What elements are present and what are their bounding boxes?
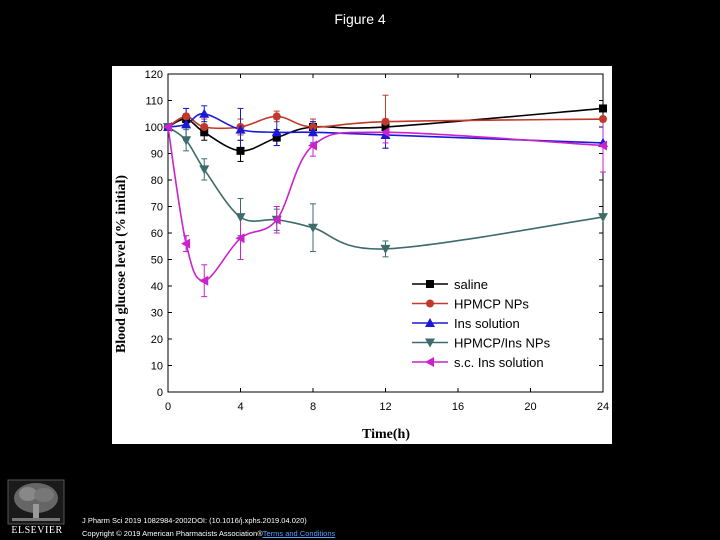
data-point	[235, 124, 246, 134]
x-tick-label: 0	[165, 401, 171, 413]
data-point	[236, 146, 245, 155]
data-point	[200, 123, 209, 131]
data-point	[308, 140, 317, 151]
elsevier-wordmark: ELSEVIER	[11, 525, 63, 536]
data-point	[235, 233, 245, 244]
x-axis-label: Time(h)	[362, 427, 410, 442]
y-tick-label: 90	[151, 149, 163, 161]
x-tick-label: 16	[452, 401, 464, 413]
data-point	[426, 280, 434, 288]
data-point	[425, 318, 435, 327]
y-tick-label: 0	[157, 387, 163, 399]
data-point	[309, 123, 317, 131]
data-point	[181, 136, 192, 146]
y-tick-label: 70	[151, 202, 163, 214]
legend-label: HPMCP NPs	[454, 297, 529, 312]
y-tick-label: 10	[151, 361, 163, 373]
data-point	[199, 275, 209, 286]
legend-label: s.c. Ins solution	[454, 355, 544, 370]
y-tick-label: 50	[151, 255, 163, 267]
data-point	[271, 127, 282, 137]
data-point	[426, 299, 434, 308]
data-point	[308, 127, 318, 137]
data-point	[272, 133, 281, 142]
y-tick-label: 60	[151, 228, 163, 240]
y-axis-label: Blood glucose level (% initial)	[114, 175, 129, 353]
data-point	[425, 357, 434, 367]
data-point	[381, 123, 390, 131]
x-tick-label: 4	[237, 401, 243, 413]
data-point	[272, 112, 281, 121]
citation-block: J Pharm Sci 2019 1082984-2002DOI: (10.10…	[82, 514, 712, 540]
data-point	[199, 108, 210, 118]
data-point	[598, 140, 607, 151]
data-point	[163, 122, 172, 132]
data-point	[200, 128, 209, 137]
data-point	[181, 238, 191, 249]
data-point	[271, 214, 281, 225]
data-point	[381, 117, 390, 126]
x-tick-label: 24	[597, 401, 609, 413]
y-tick-label: 110	[145, 96, 163, 108]
citation-copyright: Copyright © 2019 American Pharmacists As…	[82, 527, 712, 540]
data-point	[181, 119, 192, 129]
data-point	[380, 244, 391, 254]
x-tick-label: 20	[524, 401, 536, 413]
data-point	[182, 112, 191, 121]
legend-label: Ins solution	[454, 316, 520, 331]
chart-panel: 0 10 20 30 40 50 60 70 80 90 100 110 120 0 4 8 12 16 20 24 …	[112, 66, 612, 444]
data-point	[380, 127, 390, 138]
series-line	[167, 126, 604, 282]
data-point	[598, 213, 608, 223]
legend-label: HPMCP/Ins NPs	[454, 336, 551, 351]
copyright-text: Copyright © 2019 American Pharmacists As…	[82, 529, 263, 538]
data-point	[235, 213, 246, 223]
y-tick-label: 20	[151, 334, 163, 346]
y-tick-label: 40	[151, 281, 163, 293]
citation-reference: J Pharm Sci 2019 1082984-2002DOI: (10.10…	[82, 516, 307, 525]
data-point	[599, 104, 607, 113]
x-tick-label: 8	[310, 401, 316, 413]
figure-title: Figure 4	[334, 11, 386, 27]
legend-label: saline	[454, 277, 488, 292]
data-point	[199, 165, 210, 175]
y-tick-label: 120	[145, 69, 163, 81]
y-tick-label: 100	[145, 122, 163, 134]
y-tick-label: 30	[151, 308, 163, 320]
terms-link[interactable]: Terms and Conditions	[262, 529, 336, 538]
elsevier-tree-logo	[6, 478, 66, 538]
y-tick-label: 80	[151, 175, 163, 187]
data-point	[599, 115, 607, 124]
data-point	[308, 223, 318, 233]
data-point	[425, 338, 435, 348]
x-tick-label: 12	[379, 401, 391, 413]
